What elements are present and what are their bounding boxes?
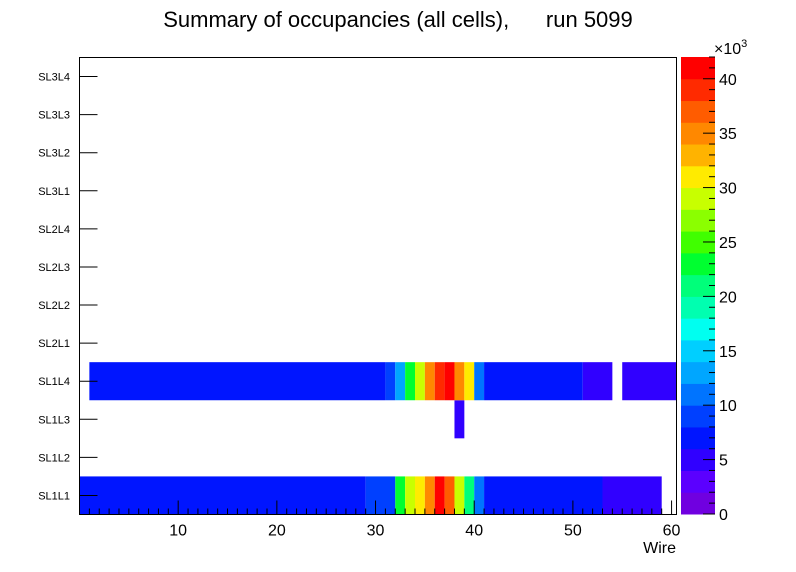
- color-scale-tick-label: 10: [719, 398, 737, 415]
- color-scale-tick-label: 30: [719, 181, 737, 198]
- y-tick-label: SL2L4: [38, 224, 70, 236]
- heatmap-cell: [454, 476, 465, 515]
- heatmap-cell: [484, 362, 583, 401]
- color-scale-swatch: [681, 339, 715, 363]
- heatmap-cell: [434, 362, 445, 401]
- heatmap-cell: [365, 476, 396, 515]
- y-tick-label: SL1L4: [38, 376, 70, 388]
- x-tick-label: 30: [367, 523, 385, 540]
- y-tick-label: SL3L4: [38, 72, 70, 84]
- color-scale-swatch: [681, 470, 715, 493]
- color-scale-swatch: [681, 296, 715, 319]
- heatmap-cell: [484, 476, 603, 515]
- heatmap-cell: [454, 400, 465, 439]
- color-scale-tick-label: 35: [719, 126, 737, 143]
- heatmap-cell: [415, 362, 425, 401]
- heatmap-cell: [582, 362, 613, 401]
- y-tick-label: SL2L2: [38, 300, 70, 312]
- x-tick-label: 60: [663, 523, 681, 540]
- heatmap-cell: [395, 362, 406, 401]
- color-scale-tick-label: 15: [719, 344, 737, 361]
- y-tick-label: SL3L2: [38, 148, 70, 160]
- heatmap-cell: [454, 362, 465, 401]
- heatmap-cell: [622, 362, 677, 401]
- heatmap-cells: [79, 362, 677, 515]
- heatmap-cell: [79, 476, 366, 515]
- color-scale-swatch: [681, 426, 715, 450]
- x-tick-label: 10: [169, 523, 187, 540]
- color-scale-swatch: [681, 405, 715, 428]
- color-scale-swatch: [681, 144, 715, 167]
- y-tick-label: SL3L3: [38, 110, 70, 122]
- heatmap-cell: [415, 476, 425, 515]
- heatmap-cell: [405, 476, 416, 515]
- heatmap-cell: [434, 476, 445, 515]
- color-scale-swatch: [681, 492, 715, 515]
- heatmap-cell: [89, 362, 386, 401]
- heatmap-cell: [464, 476, 475, 515]
- x-tick-label: 40: [465, 523, 483, 540]
- y-tick-label: SL1L2: [38, 452, 70, 464]
- color-scale-swatch: [681, 187, 715, 210]
- x-axis-label: Wire: [643, 540, 676, 557]
- y-tick-label: SL3L1: [38, 186, 70, 198]
- color-scale-swatch: [681, 165, 715, 189]
- color-scale-swatch: [681, 252, 715, 276]
- y-tick-label: SL2L3: [38, 262, 70, 274]
- color-scale-swatch: [681, 100, 715, 123]
- color-scale-swatch: [681, 274, 715, 297]
- heatmap-cell: [444, 362, 455, 401]
- heatmap-cell: [405, 362, 416, 401]
- heatmap-cell: [444, 476, 455, 515]
- color-scale-tick-label: 0: [719, 507, 728, 524]
- color-scale-swatch: [681, 209, 715, 232]
- heatmap-cell: [474, 362, 485, 401]
- color-scale-swatch: [681, 448, 715, 471]
- heatmap-cell: [385, 362, 396, 401]
- color-scale-tick-label: 20: [719, 289, 737, 306]
- heatmap-cell: [474, 476, 485, 515]
- y-tick-label: SL1L1: [38, 490, 70, 502]
- x-axis: 10 20 30 40 50 60: [88, 500, 681, 540]
- heatmap-cell: [602, 476, 662, 515]
- color-scale-tick-label: 5: [719, 453, 728, 470]
- y-tick-label: SL2L1: [38, 338, 70, 350]
- color-scale-swatch: [681, 57, 715, 80]
- color-scale-tick-label: 25: [719, 235, 737, 252]
- chart-title: Summary of occupancies (all cells), run …: [163, 7, 633, 32]
- color-scale-exponent: ×103: [714, 38, 747, 58]
- plot-frame: [79, 57, 677, 515]
- color-scale-swatch: [681, 78, 715, 102]
- color-scale-swatch: [681, 122, 715, 145]
- heatmap-cell: [464, 362, 475, 401]
- color-scale-swatch: [681, 361, 715, 384]
- color-scale-swatch: [681, 318, 715, 341]
- color-scale: 0 5 10 15 20 25 30 35 40: [681, 56, 737, 524]
- color-scale-tick-label: 40: [719, 72, 737, 89]
- color-scale-swatch: [681, 383, 715, 406]
- heatmap-cell: [424, 362, 435, 401]
- heatmap-cell: [395, 476, 406, 515]
- x-tick-label: 20: [268, 523, 286, 540]
- color-scale-swatch: [681, 231, 715, 254]
- y-tick-label: SL1L3: [38, 414, 70, 426]
- heatmap-cell: [424, 476, 435, 515]
- x-tick-label: 50: [564, 523, 582, 540]
- y-axis: SL1L1 SL1L2 SL1L3 SL1L4 SL2L1 SL2L2 SL2L3 SL2L4…: [38, 72, 98, 502]
